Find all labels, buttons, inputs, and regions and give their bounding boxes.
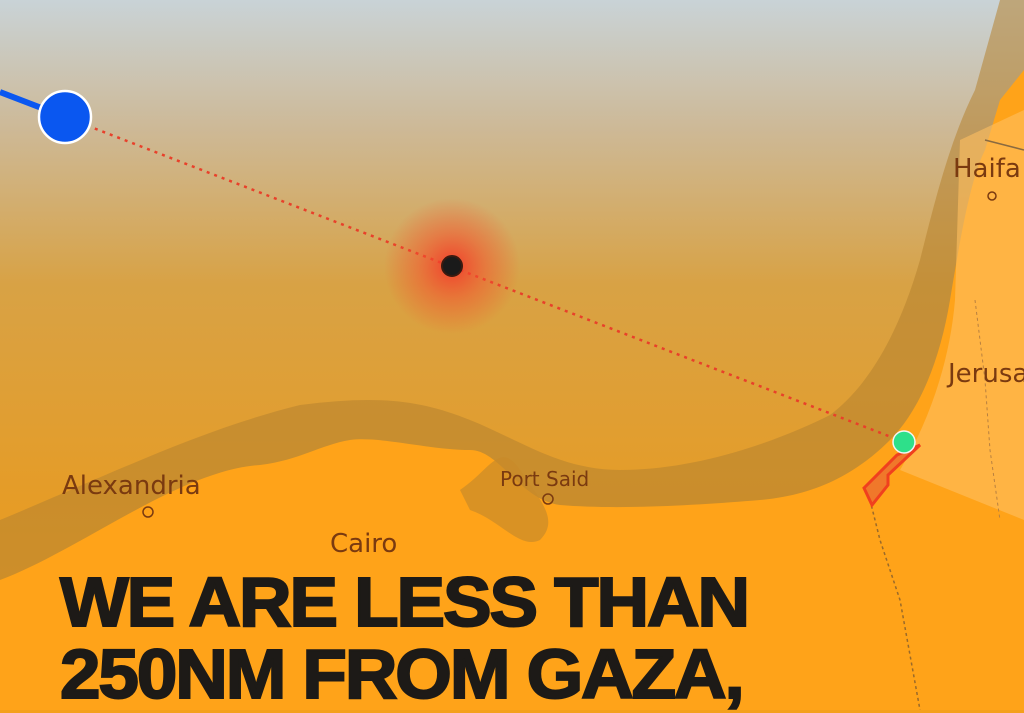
city-label-port-said: Port Said [500,467,589,491]
land [0,70,1024,710]
city-dot [142,506,154,518]
destination-marker[interactable] [892,430,916,454]
city-label-alexandria: Alexandria [62,471,201,501]
headline-line-1: WE ARE LESS THAN [59,563,751,641]
event-marker[interactable] [441,255,463,277]
gaza-strip[interactable] [862,443,922,508]
city-dot [987,191,997,201]
headline: WE ARE LESS THAN 250NM FROM GAZA, [59,563,751,713]
vessel-marker[interactable] [37,89,93,145]
border [984,139,1024,151]
israel-land [900,110,1024,520]
city-dot [542,493,554,505]
city-label-jerusalem: Jerusalem [946,359,1024,389]
nile-delta [460,457,549,543]
border [869,499,921,710]
border [974,299,1001,521]
headline-line-2: 250NM FROM GAZA, [59,635,746,713]
city-label-haifa: Haifa [953,154,1021,184]
city-label-cairo: Cairo [330,529,397,559]
